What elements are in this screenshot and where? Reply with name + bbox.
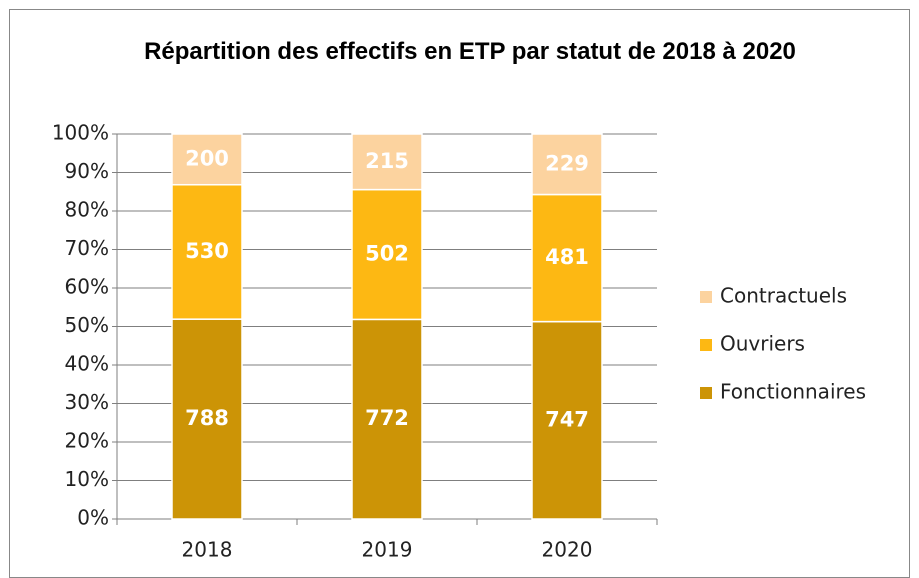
y-tick-label: 90%: [65, 159, 109, 183]
data-label: 481: [545, 245, 589, 269]
y-tick-label: 0%: [77, 506, 109, 530]
data-label: 530: [185, 239, 229, 263]
y-tick-label: 70%: [65, 236, 109, 260]
y-tick-label: 100%: [52, 121, 109, 145]
bar-segment: [531, 320, 603, 520]
bar-segment: [531, 133, 603, 196]
bar-segment: [351, 318, 423, 520]
bar-segment: [351, 133, 423, 191]
chart-title: Répartition des effectifs en ETP par sta…: [144, 38, 796, 65]
data-label: 772: [365, 406, 409, 430]
y-tick-label: 30%: [65, 390, 109, 414]
chart-border: [9, 9, 910, 578]
y-tick-label: 40%: [65, 352, 109, 376]
x-tick-label: 2019: [362, 538, 413, 562]
bar-segment: [171, 318, 243, 520]
legend-swatch: [700, 339, 712, 351]
legend-label: Contractuels: [720, 284, 847, 308]
bar-segment: [531, 193, 603, 323]
data-label: 502: [365, 241, 409, 265]
data-label: 229: [545, 151, 589, 175]
y-tick-label: 60%: [65, 275, 109, 299]
legend-label: Fonctionnaires: [720, 380, 866, 404]
data-label: 200: [185, 146, 229, 170]
legend-label: Ouvriers: [720, 332, 805, 356]
y-tick-label: 20%: [65, 429, 109, 453]
legend-swatch: [700, 387, 712, 399]
bar-segment: [171, 133, 243, 186]
bar-segment: [171, 183, 243, 320]
y-tick-label: 80%: [65, 198, 109, 222]
y-tick-label: 50%: [65, 313, 109, 337]
data-label: 788: [185, 406, 229, 430]
x-tick-label: 2020: [542, 538, 593, 562]
legend-swatch: [700, 291, 712, 303]
data-label: 215: [365, 149, 409, 173]
x-tick-label: 2018: [182, 538, 233, 562]
data-label: 747: [545, 407, 589, 431]
bar-segment: [351, 188, 423, 321]
y-tick-label: 10%: [65, 467, 109, 491]
